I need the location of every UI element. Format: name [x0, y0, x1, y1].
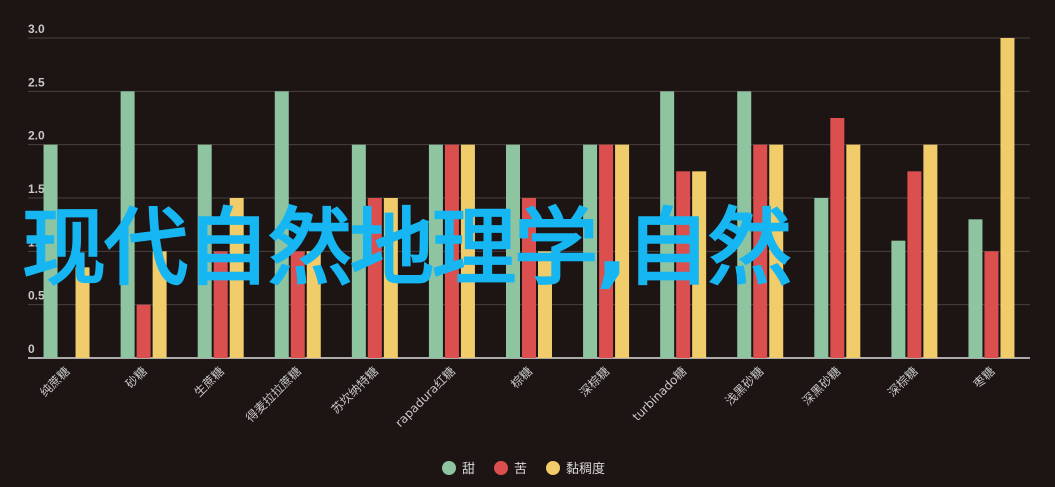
bar: [136, 304, 151, 358]
bar: [753, 144, 768, 358]
x-tick-label: 砂糖: [122, 364, 150, 392]
bar: [152, 251, 167, 358]
bar: [599, 144, 614, 358]
bar: [506, 144, 520, 358]
bar: [213, 251, 228, 358]
x-tick-label: 棕糖: [508, 364, 536, 392]
bar: [428, 144, 443, 358]
x-tick-label: 生蔗糖: [191, 364, 227, 400]
bar: [769, 144, 784, 358]
legend-swatch: [494, 461, 508, 475]
bar: [846, 144, 861, 358]
bar: [306, 251, 321, 358]
x-tick-label: 苏坎纳特糖: [328, 364, 381, 417]
x-tick-label: 深棕糖: [884, 364, 920, 400]
legend-swatch: [442, 461, 456, 475]
bar: [351, 144, 366, 358]
bar: [460, 144, 475, 358]
bar: [615, 144, 630, 358]
x-tick-label: 深棕糖: [576, 364, 612, 400]
x-tick-label: rapadura红糖: [392, 364, 458, 430]
bar: [75, 267, 90, 358]
legend-swatch: [546, 461, 560, 475]
x-tick-label: 纯蔗糖: [37, 364, 73, 400]
bar: [737, 91, 752, 358]
bar: [444, 144, 459, 358]
x-tick-label: 枣糖: [970, 364, 998, 392]
y-tick-label: 0: [28, 342, 35, 356]
bar: [1000, 38, 1015, 358]
legend: 甜 苦 黏稠度: [442, 461, 605, 477]
x-tick-label: 深黑砂糖: [799, 364, 844, 409]
bar: [923, 144, 938, 358]
bar: [538, 251, 552, 358]
bar: [814, 198, 829, 358]
bar: [984, 251, 999, 358]
x-tick-label: 浅黑砂糖: [722, 364, 767, 409]
x-tick-label: 得麦拉拉蔗糖: [242, 364, 304, 426]
bar: [522, 198, 536, 358]
bar: [367, 198, 382, 358]
y-tick-label: 2.5: [28, 75, 45, 89]
bar: [274, 91, 289, 358]
legend-label: 苦: [514, 461, 527, 477]
bar: [830, 118, 845, 358]
bar: [43, 144, 58, 358]
y-axis-ticks: 0 0.5 1.0 1.5 2.0 2.5 3.0: [28, 22, 45, 356]
bar: [907, 171, 922, 358]
bar: [676, 171, 691, 358]
bars: [43, 38, 1015, 358]
overlay-watermark-text: 现代自然地理学,自然: [22, 199, 792, 297]
bar: [692, 171, 707, 358]
x-axis-labels: 纯蔗糖 砂糖 生蔗糖 得麦拉拉蔗糖 苏坎纳特糖 rapadura红糖 棕糖 深棕糖 turbin…: [37, 364, 998, 430]
bar: [968, 219, 983, 358]
y-tick-label: 1.0: [28, 235, 45, 249]
legend-label: 黏稠度: [566, 461, 605, 477]
bar: [891, 240, 906, 358]
y-tick-label: 1.5: [28, 182, 45, 196]
bar: [383, 198, 398, 358]
grid-lines: [28, 37, 1030, 359]
y-tick-label: 2.0: [28, 129, 45, 143]
bar: [197, 144, 212, 358]
legend-label: 甜: [462, 461, 475, 477]
y-tick-label: 3.0: [28, 22, 45, 36]
bar: [583, 144, 598, 358]
bar: [229, 198, 244, 358]
bar: [290, 251, 305, 358]
x-tick-label: turbinado糖: [629, 364, 689, 424]
bar: [660, 91, 675, 358]
y-tick-label: 0.5: [28, 289, 45, 303]
bar: [120, 91, 135, 358]
